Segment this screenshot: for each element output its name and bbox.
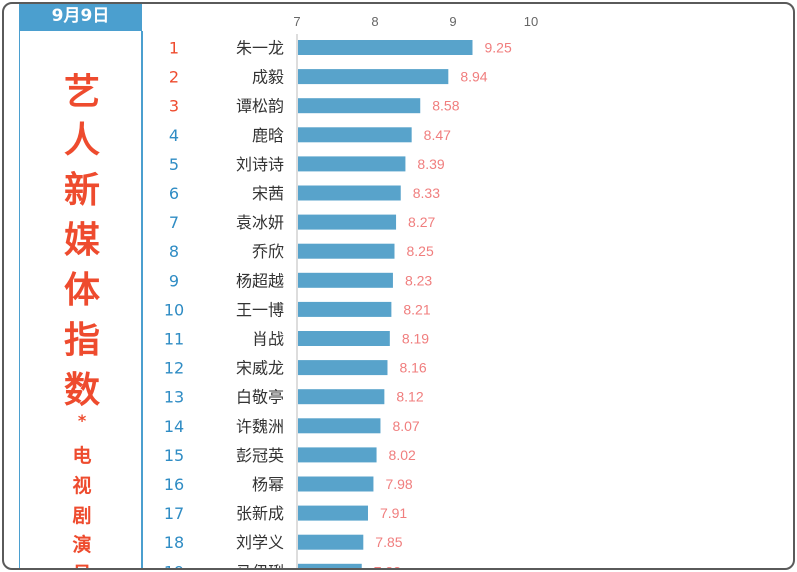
title-char: 艺 <box>63 72 100 113</box>
value-label: 7.83 <box>374 563 401 570</box>
category-label: 许魏洲 <box>236 417 284 436</box>
subtitle-char: 电 <box>72 445 92 467</box>
x-tick-label: 8 <box>371 14 378 29</box>
value-label: 8.07 <box>392 418 419 434</box>
value-label: 8.19 <box>402 331 429 347</box>
rank-number: 17 <box>164 504 184 523</box>
subtitle-char: 演 <box>72 534 92 556</box>
rank-number: 14 <box>164 417 184 436</box>
bar <box>298 185 401 201</box>
title-char: 指 <box>63 320 100 361</box>
category-label: 乔欣 <box>252 242 284 261</box>
bar <box>298 69 449 85</box>
rank-number: 13 <box>164 388 184 407</box>
bar <box>298 534 364 550</box>
value-label: 7.98 <box>385 476 412 492</box>
rank-number: 18 <box>164 533 184 552</box>
sidebar: 艺 人 新 媒 体 指 数 * 电 视 剧 演 员 <box>19 31 144 568</box>
subtitle-char: 员 <box>20 563 144 568</box>
category-label: 王一博 <box>236 300 284 319</box>
title-char: 媒 <box>63 220 100 261</box>
category-label: 杨幂 <box>252 475 284 494</box>
value-label: 8.39 <box>417 156 444 172</box>
category-label: 白敬亭 <box>236 388 284 407</box>
title-char: 体 <box>63 270 100 311</box>
bar-chart: 7 8 9 10 1 朱一龙 9.25 2 成毅 8.94 3 谭松韵 8.58 4 鹿晗 8.47 5 刘诗诗 8… <box>164 14 538 570</box>
rank-number: 5 <box>169 155 179 174</box>
category-label: 刘诗诗 <box>236 155 284 174</box>
value-label: 8.16 <box>399 360 426 376</box>
bar <box>298 98 421 114</box>
bar <box>298 243 395 259</box>
date-tab: 9月9日 <box>19 4 142 31</box>
title-char: 人 <box>63 120 100 161</box>
category-label: 肖战 <box>252 330 284 349</box>
category-label: 杨超越 <box>236 271 284 290</box>
x-tick-label: 7 <box>293 14 300 29</box>
rank-number: 2 <box>169 68 179 87</box>
value-label: 8.47 <box>424 127 451 143</box>
category-label: 袁冰妍 <box>236 213 284 232</box>
category-label: 马伊琍 <box>236 562 284 570</box>
category-label: 张新成 <box>236 504 284 523</box>
rank-number: 8 <box>169 242 179 261</box>
category-label: 谭松韵 <box>236 97 284 116</box>
title-asterisk: * <box>77 411 87 430</box>
bar <box>298 272 393 288</box>
value-label: 8.94 <box>460 69 487 85</box>
rank-number: 16 <box>164 475 184 494</box>
rank-number: 15 <box>164 446 184 465</box>
category-label: 宋茜 <box>252 184 284 203</box>
bar <box>298 127 412 143</box>
rank-number: 3 <box>169 97 179 116</box>
category-label: 宋威龙 <box>236 359 284 378</box>
category-label: 朱一龙 <box>236 39 284 58</box>
value-label: 8.12 <box>396 389 423 405</box>
bar <box>298 476 374 492</box>
bar <box>298 156 406 172</box>
bar <box>298 360 388 376</box>
title-char: 新 <box>63 170 100 211</box>
category-label: 刘学义 <box>236 533 284 552</box>
value-label: 8.33 <box>413 185 440 201</box>
rank-number: 7 <box>169 213 179 232</box>
value-label: 8.02 <box>389 447 416 463</box>
bar <box>298 389 385 405</box>
rank-number: 12 <box>164 359 184 378</box>
bar <box>298 40 473 55</box>
rank-number: 4 <box>169 126 179 145</box>
x-tick-label: 10 <box>524 14 538 29</box>
value-label: 7.85 <box>375 534 402 550</box>
bar <box>298 563 362 568</box>
rank-number: 9 <box>169 271 179 290</box>
category-label: 成毅 <box>252 68 284 87</box>
bar <box>298 418 381 434</box>
value-label: 9.25 <box>485 40 512 56</box>
subtitle-char: 剧 <box>72 505 92 527</box>
title-char: 数 <box>63 370 100 411</box>
rank-number: 11 <box>164 330 184 349</box>
x-tick-label: 9 <box>449 14 456 29</box>
bar <box>298 301 392 317</box>
rank-number: 19 <box>164 562 184 570</box>
category-label: 鹿晗 <box>252 126 284 145</box>
category-label: 彭冠英 <box>236 446 284 465</box>
value-label: 8.58 <box>432 98 459 114</box>
value-label: 8.21 <box>403 301 430 317</box>
rank-number: 10 <box>164 300 184 319</box>
bar <box>298 447 377 463</box>
rank-number: 1 <box>169 39 179 58</box>
subtitle-char: 视 <box>72 475 92 497</box>
bar <box>298 214 397 230</box>
value-label: 7.91 <box>380 505 407 521</box>
value-label: 8.23 <box>405 272 432 288</box>
bar <box>298 331 390 346</box>
value-label: 8.25 <box>407 243 434 259</box>
rank-number: 6 <box>169 184 179 203</box>
bar <box>298 505 368 521</box>
value-label: 8.27 <box>408 214 435 230</box>
